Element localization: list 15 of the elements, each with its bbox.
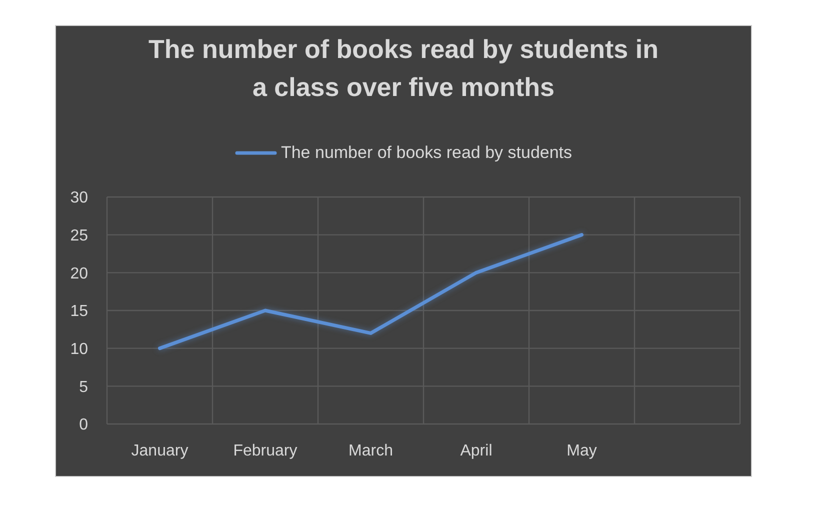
x-tick-label: January xyxy=(131,442,188,460)
x-tick-label: March xyxy=(348,442,393,460)
y-tick-label: 10 xyxy=(70,341,88,358)
y-tick-label: 30 xyxy=(70,190,88,207)
y-tick-label: 20 xyxy=(70,265,88,282)
x-tick-label: April xyxy=(460,442,492,460)
y-tick-label: 0 xyxy=(79,416,88,434)
line-series xyxy=(158,233,584,350)
chart-title: The number of books read by students in a class over five months xyxy=(148,33,660,104)
x-tick-label: February xyxy=(233,442,298,460)
y-tick-label: 15 xyxy=(70,303,88,320)
y-tick-label: 25 xyxy=(70,228,88,245)
x-tick-label: May xyxy=(566,442,597,460)
legend-label: The number of books read by students xyxy=(280,143,572,163)
y-tick-label: 5 xyxy=(79,378,88,396)
